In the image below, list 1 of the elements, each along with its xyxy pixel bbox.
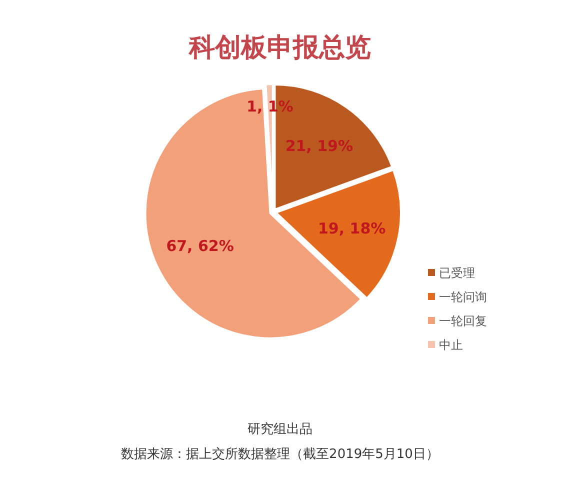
title: 科创板申报总览 [189, 33, 371, 63]
